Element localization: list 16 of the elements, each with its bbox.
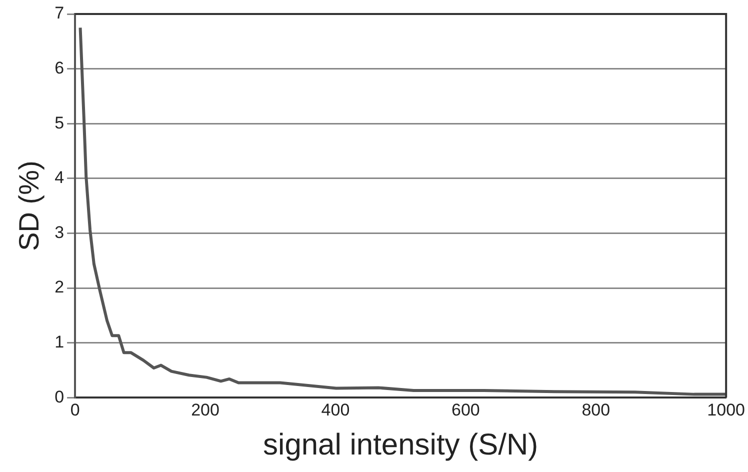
x-tick-label: 400 — [321, 400, 350, 420]
y-tick-label: 2 — [54, 278, 64, 297]
x-axis-title: signal intensity (S/N) — [263, 428, 538, 462]
y-tick-label: 7 — [54, 4, 64, 23]
y-tick-label: 6 — [54, 58, 64, 78]
y-tick-label: 3 — [54, 222, 64, 242]
y-axis-title: SD (%) — [14, 160, 45, 251]
x-tick-label: 200 — [191, 400, 220, 420]
y-tick-label: 5 — [54, 113, 64, 132]
x-tick-label: 800 — [582, 400, 610, 420]
y-tick-label: 1 — [54, 332, 64, 352]
x-tick-label: 1000 — [707, 400, 746, 420]
x-tick-label: 0 — [70, 400, 80, 420]
x-tick-label: 600 — [451, 400, 480, 420]
y-tick-label: 4 — [54, 168, 64, 188]
y-tick-label: 0 — [54, 387, 64, 406]
